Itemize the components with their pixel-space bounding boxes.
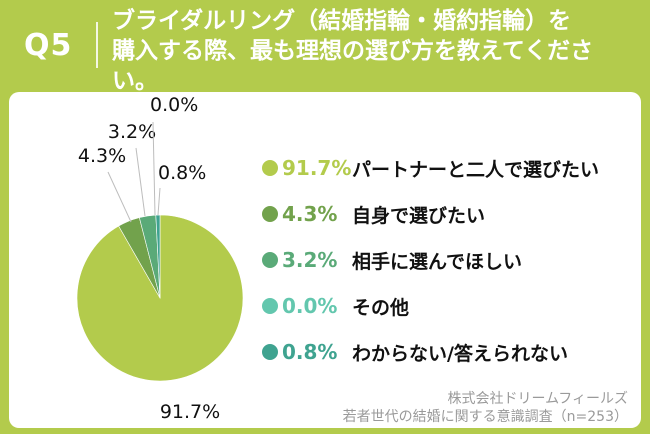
question-line-1: ブライダルリング（結婚指輪・婚約指輪）を xyxy=(112,8,572,34)
legend-percent: 0.0% xyxy=(282,294,338,318)
leader-line xyxy=(152,121,156,216)
legend-percent: 3.2% xyxy=(282,248,338,272)
pie-slice xyxy=(155,214,161,299)
legend-item: 0.0% その他 xyxy=(262,291,409,321)
legend-percent: 4.3% xyxy=(282,202,338,226)
legend-swatch xyxy=(262,344,278,360)
legend-item: 91.7% パートナーと二人で選びたい xyxy=(262,153,599,183)
source-survey: 若者世代の結婚に関する意識調査（n=253） xyxy=(342,409,628,425)
question-line-3: い。 xyxy=(112,68,158,94)
source-company: 株式会社ドリームフィールズ xyxy=(447,391,628,407)
leader-line xyxy=(135,147,146,217)
question-header: Q5 ブライダルリング（結婚指輪・婚約指輪）を 購入する際、最も理想の選び方を教… xyxy=(0,0,650,94)
leader-line xyxy=(107,171,132,223)
legend-item: 4.3% 自身で選びたい xyxy=(262,199,485,229)
legend-swatch xyxy=(262,252,278,268)
data-label: 4.3% xyxy=(78,145,126,167)
legend-item: 3.2% 相手に選んでほしい xyxy=(262,245,522,275)
legend-label: わからない/答えられない xyxy=(352,342,568,365)
legend-percent: 91.7% xyxy=(282,156,352,180)
data-label: 3.2% xyxy=(108,121,156,143)
legend-label: パートナーと二人で選びたい xyxy=(352,158,600,181)
data-label: 0.0% xyxy=(150,94,198,116)
data-label: 0.8% xyxy=(158,162,206,184)
leader-line xyxy=(157,187,161,216)
legend-label: その他 xyxy=(352,296,410,319)
question-line-2: 購入する際、最も理想の選び方を教えてくださ xyxy=(112,38,594,64)
header-divider xyxy=(96,22,98,68)
data-label: 91.7% xyxy=(160,401,220,423)
legend-swatch xyxy=(262,160,278,176)
legend-swatch xyxy=(262,206,278,222)
question-number: Q5 xyxy=(24,28,73,63)
legend-label: 相手に選んでほしい xyxy=(352,250,523,273)
legend-label: 自身で選びたい xyxy=(352,204,486,227)
legend-swatch xyxy=(262,298,278,314)
legend-item: 0.8% わからない/答えられない xyxy=(262,337,568,367)
question-text: ブライダルリング（結婚指輪・婚約指輪）を 購入する際、最も理想の選び方を教えてく… xyxy=(112,6,642,96)
legend-percent: 0.8% xyxy=(282,340,338,364)
